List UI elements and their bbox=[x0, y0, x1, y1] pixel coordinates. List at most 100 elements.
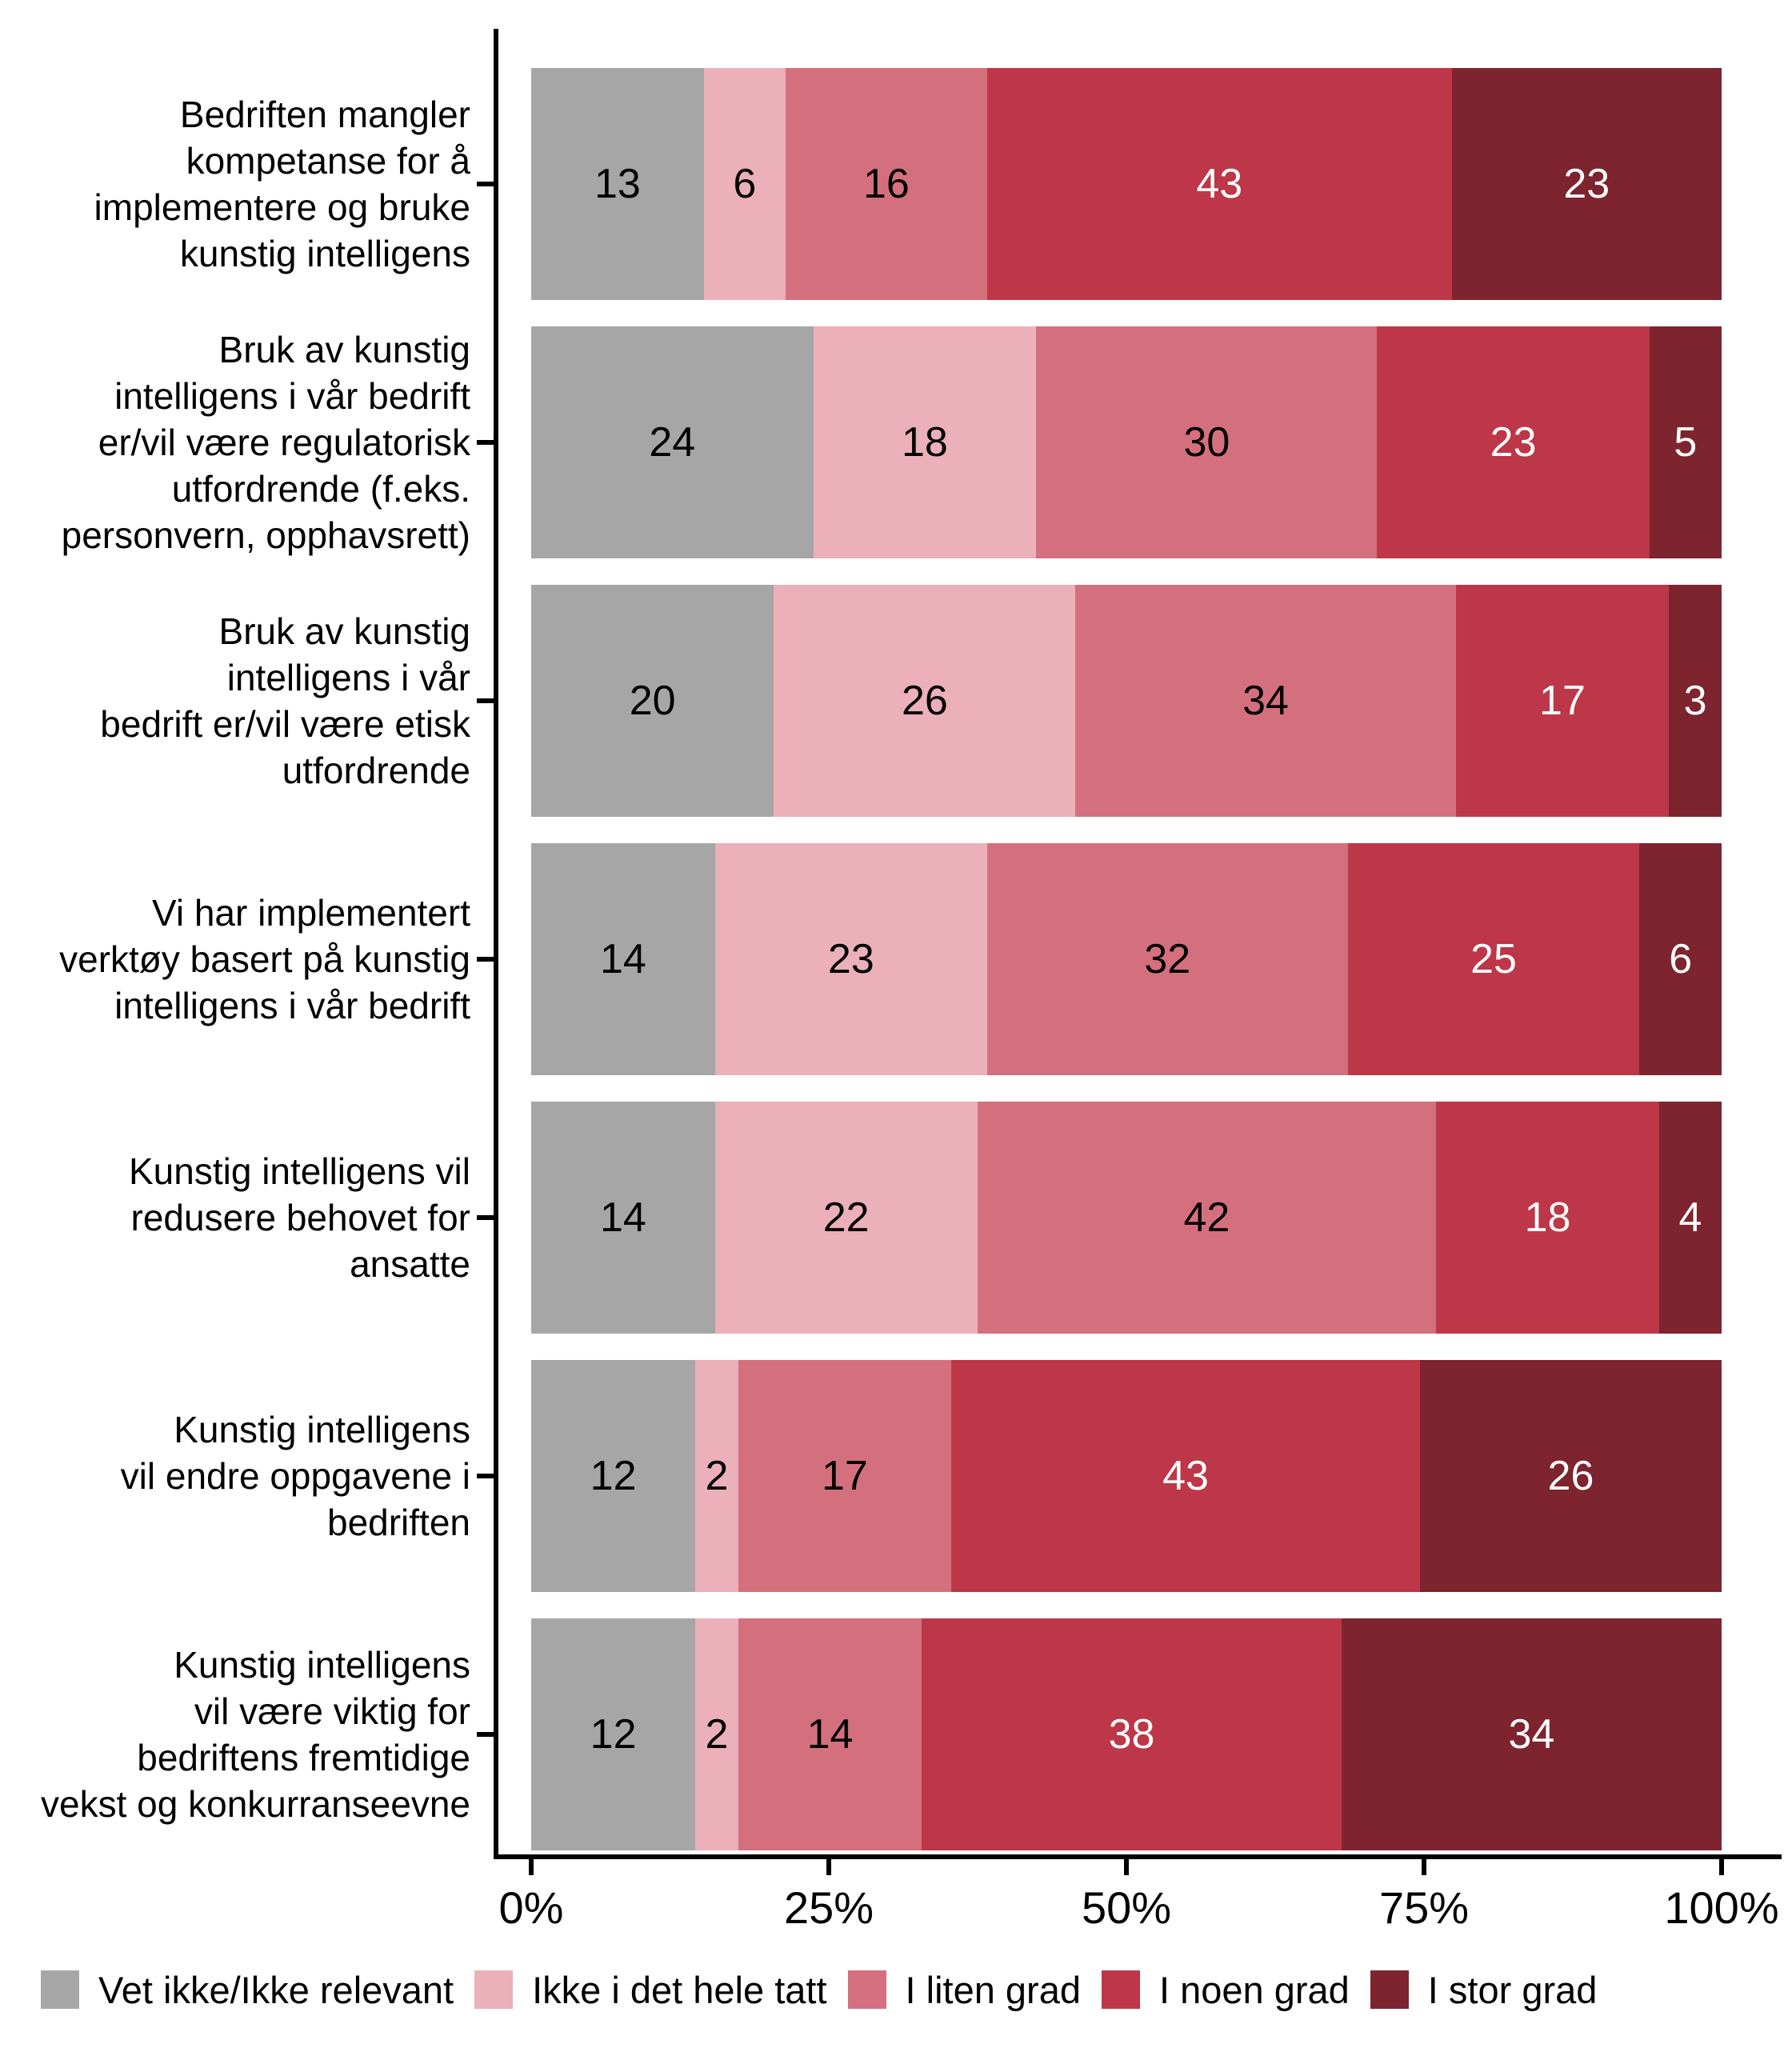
value-label: 43 bbox=[1162, 1453, 1209, 1499]
x-axis-tick-label: 100% bbox=[1664, 1882, 1779, 1933]
bar-row: Kunstig intelligens vil endre oppgavene … bbox=[0, 1360, 1792, 1592]
value-label: 30 bbox=[1183, 419, 1230, 466]
bar-segment-i-stor-grad: 23 bbox=[1451, 68, 1722, 300]
value-label: 13 bbox=[594, 161, 641, 207]
bar-segment-vet-ikke-ikke-relevant: 13 bbox=[531, 68, 704, 300]
bar-segment-i-stor-grad: 5 bbox=[1649, 326, 1722, 558]
x-axis-tick-label: 75% bbox=[1378, 1882, 1470, 1933]
bar-segment-i-stor-grad: 3 bbox=[1669, 585, 1722, 817]
bar-row: Bruk av kunstig intelligens i vår bedrif… bbox=[0, 326, 1792, 558]
value-label: 32 bbox=[1144, 936, 1191, 982]
category-label: Kunstig intelligens vil redusere behovet… bbox=[128, 1150, 470, 1285]
value-label: 17 bbox=[1539, 678, 1586, 724]
category-label: Bruk av kunstig intelligens i vår bedrif… bbox=[100, 610, 470, 791]
bar-segment-i-noen-grad: 43 bbox=[987, 68, 1452, 300]
bar-segment-ikke-i-det-hele-tatt: 2 bbox=[695, 1360, 738, 1592]
legend-item-i-noen-grad: I noen grad bbox=[1101, 1968, 1350, 2012]
stacked-bar: 14 22 42 18 4 bbox=[531, 1102, 1722, 1334]
legend-swatch bbox=[847, 1970, 886, 2009]
category-label: Vi har implementert verktøy basert på ku… bbox=[59, 892, 470, 1026]
bar-segment-i-liten-grad: 17 bbox=[738, 1360, 952, 1592]
stacked-bar: 20 26 34 17 3 bbox=[531, 585, 1722, 817]
legend-label: Ikke i det hele tatt bbox=[532, 1968, 827, 2011]
value-label: 26 bbox=[1547, 1453, 1594, 1499]
x-axis-tick bbox=[1719, 1859, 1724, 1875]
value-label: 23 bbox=[1563, 161, 1610, 207]
legend-label: I noen grad bbox=[1158, 1968, 1350, 2011]
bar-segment-i-stor-grad: 6 bbox=[1639, 843, 1722, 1075]
y-axis-tick bbox=[477, 440, 494, 445]
legend-item-vet-ikke-ikke-relevant: Vet ikke/Ikke relevant bbox=[41, 1968, 454, 2012]
y-axis-tick bbox=[477, 957, 494, 962]
legend-item-ikke-i-det-hele-tatt: Ikke i det hele tatt bbox=[474, 1968, 827, 2012]
legend: Vet ikke/Ikke relevant Ikke i det hele ta… bbox=[41, 1962, 1597, 2018]
value-label: 2 bbox=[705, 1453, 729, 1499]
category-label: Bedriften mangler kompetanse for å imple… bbox=[94, 94, 470, 274]
value-label: 4 bbox=[1678, 1194, 1702, 1241]
legend-label: I stor grad bbox=[1427, 1968, 1598, 2011]
y-axis-line bbox=[494, 29, 498, 1859]
legend-label: I liten grad bbox=[905, 1968, 1081, 2011]
category-label: Bruk av kunstig intelligens i vår bedrif… bbox=[61, 329, 470, 556]
bar-segment-ikke-i-det-hele-tatt: 6 bbox=[703, 68, 786, 300]
value-label: 34 bbox=[1242, 678, 1289, 724]
value-label: 23 bbox=[1490, 419, 1537, 466]
legend-swatch bbox=[1370, 1970, 1409, 2009]
stacked-bar: 12 2 14 38 34 bbox=[531, 1618, 1722, 1850]
y-axis-tick bbox=[477, 1215, 494, 1220]
value-label: 12 bbox=[590, 1453, 637, 1499]
value-label: 5 bbox=[1674, 419, 1698, 466]
value-label: 18 bbox=[1524, 1194, 1571, 1241]
y-axis-tick bbox=[477, 698, 494, 703]
stacked-bar: 24 18 30 23 5 bbox=[531, 326, 1722, 558]
legend-swatch bbox=[1101, 1970, 1140, 2009]
bar-segment-i-liten-grad: 16 bbox=[785, 68, 988, 300]
legend-item-i-stor-grad: I stor grad bbox=[1370, 1968, 1598, 2012]
bar-segment-i-stor-grad: 4 bbox=[1658, 1102, 1722, 1334]
legend-label: Vet ikke/Ikke relevant bbox=[98, 1968, 454, 2011]
bar-segment-i-noen-grad: 38 bbox=[922, 1618, 1342, 1850]
category-label: Kunstig intelligens vil være viktig for … bbox=[41, 1644, 470, 1825]
value-label: 14 bbox=[599, 1194, 646, 1241]
x-axis-tick bbox=[1422, 1859, 1426, 1875]
bar-row: Bruk av kunstig intelligens i vår bedrif… bbox=[0, 585, 1792, 817]
bar-segment-i-liten-grad: 32 bbox=[986, 843, 1348, 1075]
value-label: 20 bbox=[629, 678, 676, 724]
value-label: 6 bbox=[733, 161, 757, 207]
bar-segment-vet-ikke-ikke-relevant: 24 bbox=[531, 326, 814, 558]
bar-segment-ikke-i-det-hele-tatt: 2 bbox=[695, 1618, 738, 1850]
value-label: 16 bbox=[862, 161, 910, 207]
bar-segment-i-noen-grad: 17 bbox=[1455, 585, 1670, 817]
value-label: 12 bbox=[590, 1711, 637, 1758]
value-label: 26 bbox=[901, 678, 948, 724]
bar-row: Vi har implementert verktøy basert på ku… bbox=[0, 843, 1792, 1075]
value-label: 24 bbox=[649, 419, 696, 466]
value-label: 18 bbox=[901, 419, 948, 466]
x-axis-line bbox=[494, 1854, 1782, 1859]
bar-segment-ikke-i-det-hele-tatt: 26 bbox=[774, 585, 1076, 817]
y-axis-tick bbox=[477, 1732, 494, 1737]
bar-segment-i-stor-grad: 26 bbox=[1419, 1360, 1722, 1592]
value-label: 23 bbox=[827, 936, 874, 982]
value-label: 2 bbox=[705, 1711, 729, 1758]
bar-segment-vet-ikke-ikke-relevant: 14 bbox=[531, 843, 715, 1075]
x-axis-tick-label: 0% bbox=[498, 1882, 564, 1933]
value-label: 38 bbox=[1108, 1711, 1155, 1758]
value-label: 17 bbox=[821, 1453, 868, 1499]
bar-segment-i-noen-grad: 18 bbox=[1436, 1102, 1659, 1334]
legend-swatch bbox=[474, 1970, 514, 2009]
bar-segment-i-stor-grad: 34 bbox=[1341, 1618, 1722, 1850]
bar-segment-i-noen-grad: 23 bbox=[1377, 326, 1650, 558]
value-label: 43 bbox=[1196, 161, 1243, 207]
value-label: 14 bbox=[806, 1711, 854, 1758]
x-axis-tick-label: 25% bbox=[783, 1882, 874, 1933]
value-label: 14 bbox=[599, 936, 646, 982]
value-label: 22 bbox=[822, 1194, 870, 1241]
value-label: 34 bbox=[1508, 1711, 1555, 1758]
value-label: 6 bbox=[1669, 936, 1693, 982]
bar-segment-i-noen-grad: 25 bbox=[1347, 843, 1640, 1075]
bar-segment-vet-ikke-ikke-relevant: 20 bbox=[531, 585, 774, 817]
value-label: 42 bbox=[1183, 1194, 1230, 1241]
bar-segment-i-liten-grad: 14 bbox=[738, 1618, 922, 1850]
